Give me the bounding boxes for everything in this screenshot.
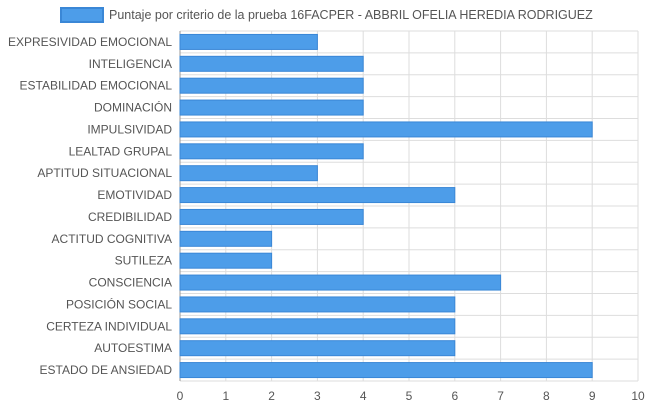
bar[interactable] bbox=[179, 143, 364, 160]
x-tick-label: 5 bbox=[406, 389, 413, 403]
bar[interactable] bbox=[179, 252, 273, 269]
bar[interactable] bbox=[179, 77, 364, 94]
bar[interactable] bbox=[179, 99, 364, 116]
category-label: ESTADO DE ANSIEDAD bbox=[40, 363, 173, 377]
bar[interactable] bbox=[179, 318, 456, 335]
category-label: SUTILEZA bbox=[115, 254, 172, 268]
bar[interactable] bbox=[179, 208, 364, 225]
bar[interactable] bbox=[179, 274, 502, 291]
x-tick-label: 6 bbox=[451, 389, 458, 403]
x-tick-label: 10 bbox=[631, 389, 645, 403]
bar[interactable] bbox=[179, 340, 456, 357]
bar[interactable] bbox=[179, 33, 318, 50]
legend-label[interactable]: Puntaje por criterio de la prueba 16FACP… bbox=[109, 8, 593, 22]
category-label: LEALTAD GRUPAL bbox=[69, 144, 173, 158]
category-label: AUTOESTIMA bbox=[94, 341, 172, 355]
category-label: POSICIÓN SOCIAL bbox=[66, 296, 172, 311]
category-label: EXPRESIVIDAD EMOCIONAL bbox=[8, 35, 172, 49]
x-axis-tick-labels: 0 1 2 3 4 5 6 7 8 9 10 bbox=[177, 389, 645, 403]
bar[interactable] bbox=[179, 121, 593, 138]
category-labels: EXPRESIVIDAD EMOCIONAL INTELIGENCIA ESTABI… bbox=[8, 35, 172, 377]
x-tick-label: 4 bbox=[360, 389, 367, 403]
x-tick-label: 2 bbox=[268, 389, 275, 403]
category-label: EMOTIVIDAD bbox=[97, 188, 172, 202]
category-label: CREDIBILIDAD bbox=[88, 210, 172, 224]
x-tick-label: 7 bbox=[497, 389, 504, 403]
x-tick-label: 0 bbox=[177, 389, 184, 403]
x-tick-label: 9 bbox=[589, 389, 596, 403]
category-label: APTITUD SITUACIONAL bbox=[37, 166, 172, 180]
category-label: DOMINACIÓN bbox=[94, 100, 172, 115]
category-label: ESTABILIDAD EMOCIONAL bbox=[20, 79, 173, 93]
category-label: CONSCIENCIA bbox=[89, 276, 172, 290]
category-label: INTELIGENCIA bbox=[89, 57, 172, 71]
bar[interactable] bbox=[179, 362, 593, 379]
category-label: CERTEZA INDIVIDUAL bbox=[46, 319, 172, 333]
x-tick-label: 1 bbox=[222, 389, 229, 403]
bars bbox=[179, 33, 593, 379]
legend[interactable]: Puntaje por criterio de la prueba 16FACP… bbox=[60, 7, 593, 23]
x-tick-label: 8 bbox=[543, 389, 550, 403]
legend-swatch[interactable] bbox=[60, 7, 104, 23]
bar[interactable] bbox=[179, 165, 318, 182]
bar[interactable] bbox=[179, 296, 456, 313]
bar[interactable] bbox=[179, 55, 364, 72]
bar[interactable] bbox=[179, 187, 456, 204]
category-label: ACTITUD COGNITIVA bbox=[52, 232, 172, 246]
bar[interactable] bbox=[179, 230, 273, 247]
category-label: IMPULSIVIDAD bbox=[87, 122, 172, 136]
x-tick-label: 3 bbox=[314, 389, 321, 403]
